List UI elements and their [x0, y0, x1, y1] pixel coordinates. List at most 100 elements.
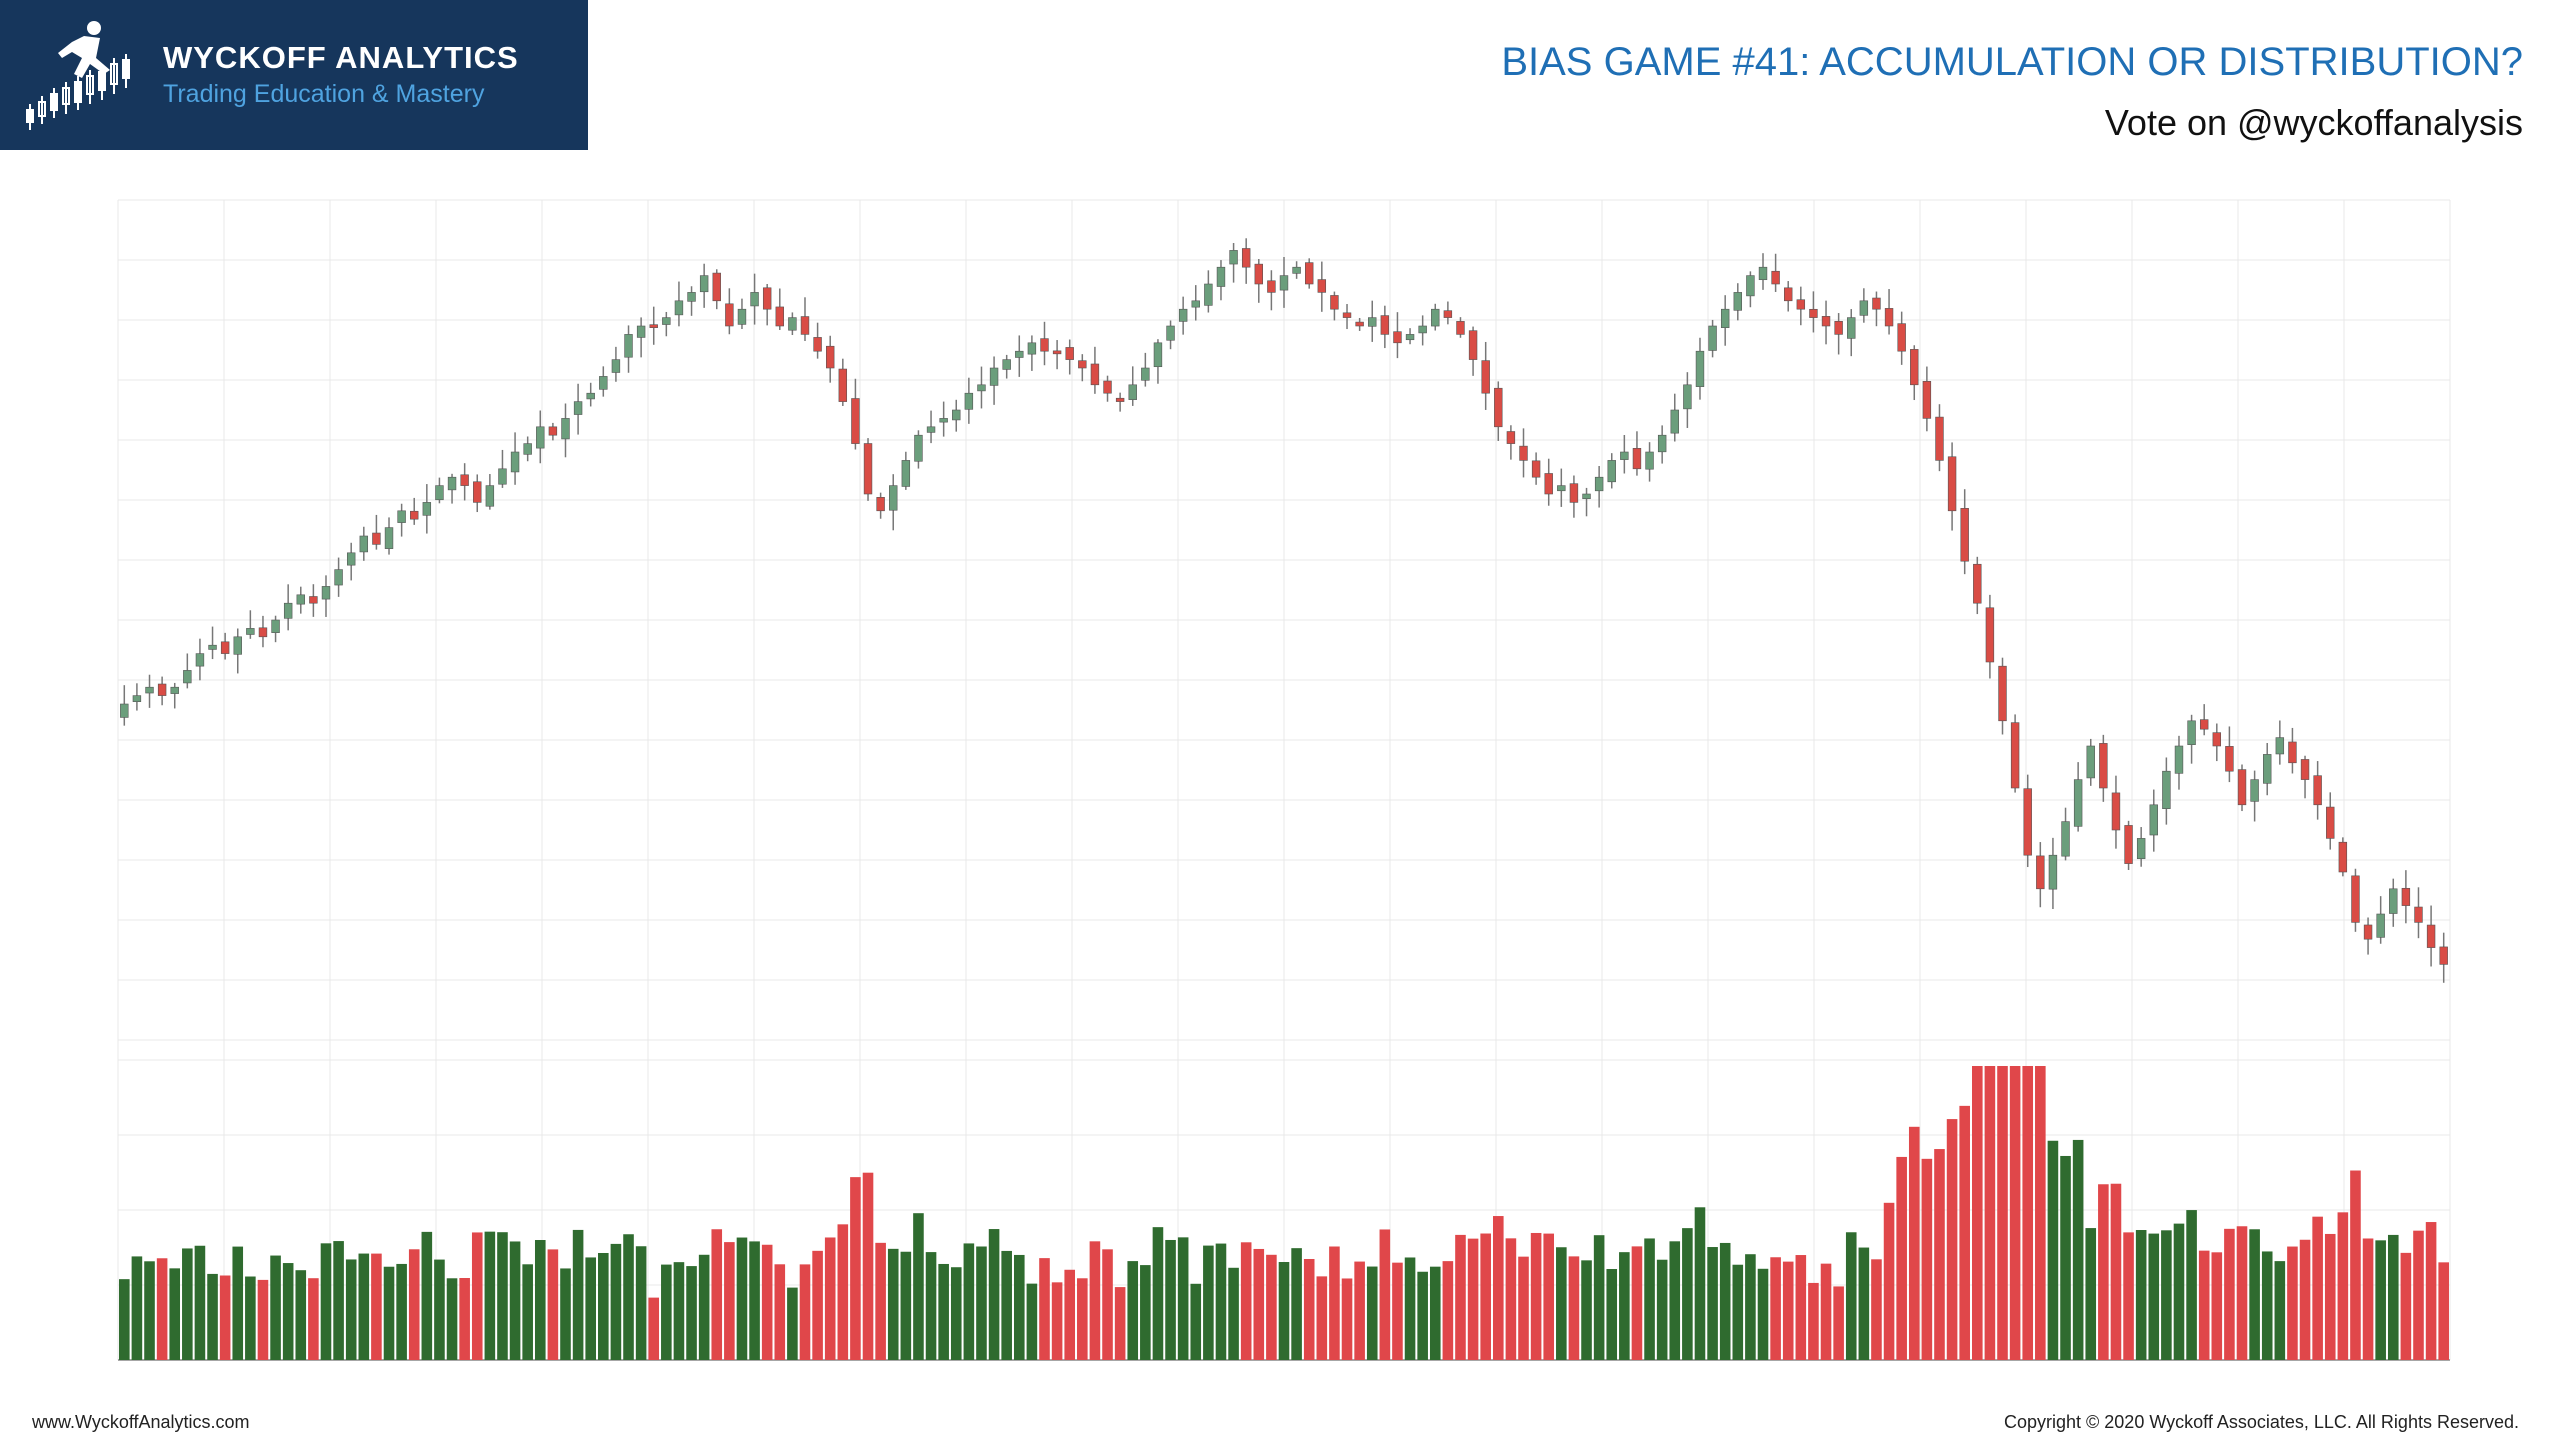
- volume-bar-up: [623, 1234, 634, 1360]
- candle-down: [1355, 321, 1364, 327]
- volume-bar-down: [2098, 1184, 2109, 1360]
- candle-up: [687, 292, 696, 302]
- candle-down: [2199, 719, 2209, 730]
- candle-down: [1544, 473, 1553, 495]
- candle-up: [788, 317, 797, 331]
- candle-up: [283, 602, 293, 619]
- candle-up: [889, 485, 898, 511]
- volume-bar-up: [333, 1241, 344, 1360]
- candle-up: [1015, 350, 1024, 358]
- volume-bar-up: [1606, 1269, 1618, 1360]
- candle-up: [1758, 266, 1768, 281]
- candle-up: [2389, 888, 2398, 914]
- volume-bar-up: [913, 1213, 924, 1360]
- candle-up: [384, 527, 394, 549]
- candle-up: [321, 586, 331, 600]
- candle-down: [2300, 759, 2310, 780]
- volume-bar-up: [245, 1276, 256, 1360]
- candle-down: [1947, 456, 1957, 512]
- candle-down: [712, 272, 721, 302]
- logo-panel: WYCKOFF ANALYTICS Trading Education & Ma…: [0, 0, 588, 150]
- candle-up: [1683, 384, 1692, 410]
- volume-bar-down: [1530, 1232, 1542, 1360]
- candle-up: [1620, 451, 1629, 460]
- candle-up: [208, 644, 217, 650]
- volume-bar-up: [1656, 1259, 1668, 1360]
- footer-copyright: Copyright © 2020 Wyckoff Associates, LLC…: [2003, 1412, 2519, 1432]
- volume-bar-down: [1329, 1246, 1340, 1360]
- volume-bar-down: [1782, 1261, 1794, 1360]
- candle-down: [2338, 841, 2348, 873]
- candle-down: [1784, 287, 1793, 302]
- page-title: BIAS GAME #41: ACCUMULATION OR DISTRIBUT…: [1501, 40, 2523, 84]
- candle-down: [649, 324, 658, 328]
- volume-bar-up: [182, 1248, 193, 1360]
- candle-up: [2149, 804, 2158, 836]
- candle-up: [359, 535, 369, 553]
- candle-up: [1418, 325, 1427, 334]
- volume-bar-down: [799, 1264, 811, 1360]
- volume-bar-up: [509, 1241, 521, 1360]
- volume-bar-down: [2413, 1230, 2424, 1360]
- volume-bar-down: [850, 1177, 861, 1360]
- volume-bar-down: [1341, 1278, 1353, 1360]
- volume-bar-down: [1946, 1119, 1958, 1360]
- candle-up: [939, 418, 948, 423]
- candle-down: [1090, 363, 1100, 386]
- candle-up: [1670, 409, 1679, 434]
- volume-bar-down: [774, 1264, 786, 1360]
- volume-bar-down: [547, 1249, 559, 1360]
- candle-up: [435, 485, 444, 501]
- volume-bar-up: [686, 1266, 697, 1360]
- volume-bar-up: [1140, 1265, 1151, 1360]
- volume-bar-down: [2299, 1239, 2311, 1360]
- runner-candlestick-logo: [26, 21, 130, 130]
- volume-bar-up: [2135, 1230, 2147, 1360]
- volume-bar-up: [1152, 1227, 1164, 1360]
- volume-bar-up: [1745, 1254, 1756, 1360]
- candle-up: [523, 443, 532, 455]
- candle-down: [1922, 381, 1932, 419]
- candle-up: [2275, 737, 2285, 755]
- volume-bar-up: [1366, 1266, 1378, 1360]
- volume-bar-up: [988, 1229, 1000, 1360]
- volume-bar-up: [610, 1243, 622, 1360]
- volume-bar-up: [635, 1246, 647, 1360]
- volume-bar-down: [2362, 1238, 2374, 1360]
- candle-up: [1847, 317, 1856, 339]
- candle-down: [1796, 299, 1806, 310]
- volume-bar-up: [1278, 1262, 1290, 1360]
- volume-bar-up: [698, 1254, 710, 1360]
- volume-bar-up: [787, 1287, 798, 1360]
- candle-down: [1115, 397, 1125, 402]
- candle-down: [1443, 310, 1453, 318]
- volume-bar-up: [1732, 1264, 1744, 1360]
- volume-bar-up: [938, 1263, 949, 1360]
- volume-bar-up: [434, 1259, 445, 1360]
- candle-up: [2136, 838, 2146, 860]
- volume-bar-up: [661, 1264, 672, 1360]
- candle-up: [2376, 913, 2385, 938]
- candle-up: [183, 670, 192, 684]
- volume-bar-up: [1177, 1237, 1189, 1360]
- volume-bar-down: [408, 1249, 420, 1360]
- candle-down: [851, 398, 860, 444]
- candle-down: [838, 368, 848, 402]
- candle-up: [952, 409, 961, 421]
- volume-bar-down: [1921, 1158, 1933, 1360]
- volume-bar-down: [1064, 1269, 1076, 1360]
- candle-down: [460, 474, 469, 486]
- candle-down: [2023, 788, 2032, 856]
- candle-up: [195, 653, 205, 667]
- volume-bar-up: [1556, 1247, 1567, 1360]
- volume-bar-up: [295, 1270, 307, 1360]
- volume-bar-up: [1858, 1247, 1870, 1360]
- candle-down: [1456, 321, 1465, 335]
- candle-down: [1468, 330, 1478, 360]
- candle-down: [220, 641, 230, 654]
- volume-bar-up: [169, 1268, 181, 1360]
- candle-down: [1506, 431, 1516, 444]
- candle-down: [1380, 315, 1390, 335]
- volume-bar-down: [1114, 1287, 1126, 1360]
- volume-bar-down: [1467, 1238, 1479, 1360]
